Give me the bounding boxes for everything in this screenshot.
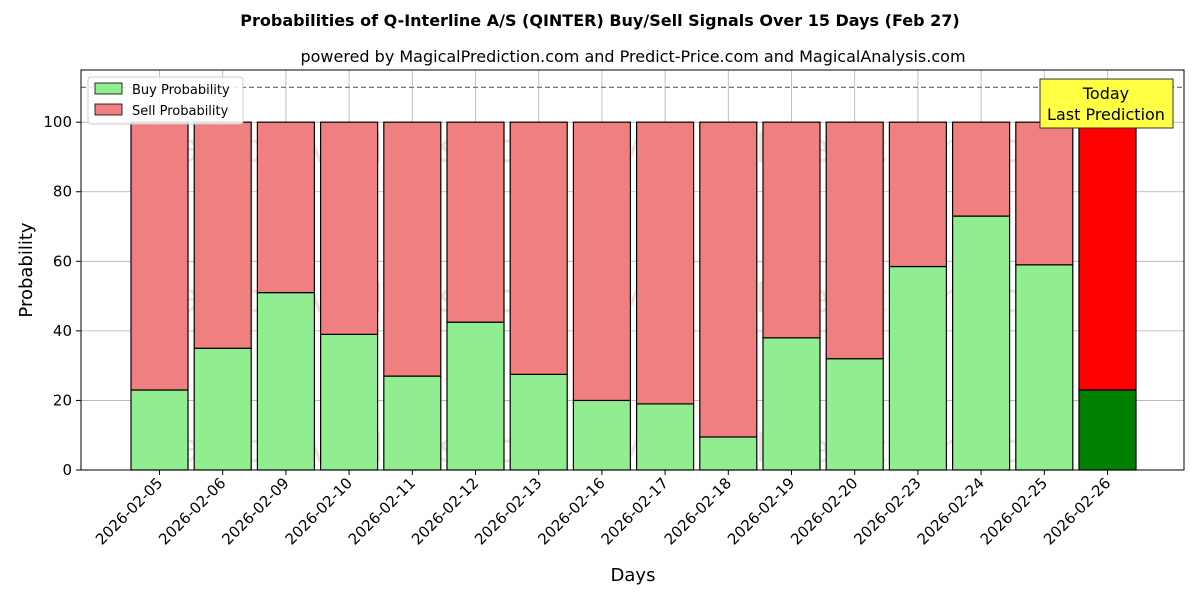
x-tick-label: 2026-02-06 [155, 474, 229, 548]
y-tick-label: 20 [53, 391, 72, 409]
buy-bar [256, 292, 315, 471]
sell-bar [130, 121, 189, 391]
x-tick-label: 2026-02-05 [92, 474, 166, 548]
sell-bar [256, 121, 315, 294]
sell-bar [1078, 121, 1137, 391]
sell-bar [383, 121, 442, 377]
plot-frame [80, 69, 1185, 471]
legend-buy-swatch [94, 82, 123, 95]
y-tick-label: 0 [62, 461, 72, 479]
buy-bar [446, 321, 505, 471]
legend-sell-label: Sell Probability [132, 104, 229, 119]
x-tick-label: 2026-02-13 [471, 474, 545, 548]
legend-box [87, 76, 244, 125]
x-tick-label: 2026-02-18 [661, 474, 735, 548]
buy-bar [1015, 264, 1074, 471]
sell-bar [951, 121, 1011, 217]
y-tick-label: 100 [43, 113, 72, 131]
buy-bar [762, 337, 821, 471]
buy-bar [509, 373, 568, 471]
bars [130, 121, 1137, 471]
buy-bar [635, 403, 695, 471]
buy-bar [825, 358, 884, 471]
y-tick-label: 60 [53, 252, 72, 270]
sell-bar [1015, 121, 1074, 266]
x-tick-label: 2026-02-16 [534, 474, 608, 548]
sell-bar [635, 121, 695, 405]
sell-bar [699, 121, 758, 438]
x-axis: 2026-02-052026-02-062026-02-092026-02-10… [92, 470, 1114, 548]
chart-title: Probabilities of Q-Interline A/S (QINTER… [240, 11, 959, 30]
buy-bar [320, 333, 379, 471]
y-tick-label: 40 [53, 322, 72, 340]
buy-bar [572, 399, 632, 471]
sell-bar [193, 121, 252, 349]
chart-subtitle: powered by MagicalPrediction.com and Pre… [300, 47, 965, 66]
annotation-last-prediction: Last Prediction [1047, 105, 1165, 124]
legend-sell-swatch [94, 103, 123, 116]
x-tick-label: 2026-02-26 [1040, 474, 1114, 548]
x-axis-label: Days [611, 565, 656, 586]
sell-bar [762, 121, 821, 339]
legend: Buy Probability Sell Probability [87, 76, 244, 125]
x-tick-label: 2026-02-25 [977, 474, 1051, 548]
sell-bar [446, 121, 505, 323]
y-tick-label: 80 [53, 183, 72, 201]
x-tick-label: 2026-02-09 [218, 474, 292, 548]
x-tick-label: 2026-02-17 [598, 474, 672, 548]
buy-bar [193, 347, 252, 471]
buy-bar [130, 389, 189, 471]
sell-bar [320, 121, 379, 335]
buy-bar [699, 436, 758, 471]
y-axis: 0 20 40 60 80 100 [43, 113, 81, 479]
x-tick-label: 2026-02-20 [787, 474, 861, 548]
today-annotation: Today Last Prediction [1039, 78, 1174, 129]
sell-bar [509, 121, 568, 375]
buy-bar [383, 375, 442, 471]
buy-bar [951, 215, 1011, 471]
x-tick-label: 2026-02-23 [850, 474, 924, 548]
annotation-box [1039, 78, 1174, 129]
x-tick-label: 2026-02-19 [724, 474, 798, 548]
x-tick-label: 2026-02-10 [282, 474, 356, 548]
x-tick-label: 2026-02-12 [408, 474, 482, 548]
buy-bar [1078, 389, 1137, 471]
sell-bar [825, 121, 884, 360]
sell-bar [888, 121, 948, 268]
legend-buy-label: Buy Probability [132, 83, 230, 98]
x-tick-label: 2026-02-11 [345, 474, 419, 548]
x-tick-label: 2026-02-24 [914, 474, 988, 548]
buy-bar [888, 265, 948, 471]
y-axis-label: Probability [16, 222, 37, 317]
annotation-today: Today [1082, 84, 1129, 103]
sell-bar [572, 121, 632, 402]
